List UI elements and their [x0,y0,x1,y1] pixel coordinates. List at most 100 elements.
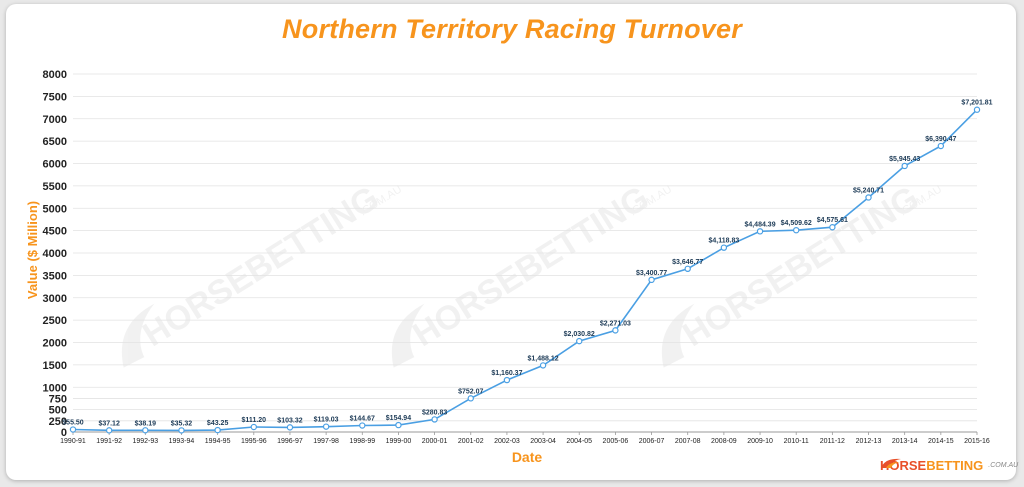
y-tick-label: 500 [49,405,67,417]
x-tick-label: 1999-00 [386,438,412,445]
data-point [105,427,113,434]
data-label: $2,271.03 [600,320,631,327]
x-tick-label: 1995-96 [241,438,267,445]
y-tick-label: 6500 [43,136,67,148]
watermark-horse-icon [391,303,425,368]
data-label: $6,390.47 [925,136,956,143]
x-axis-label: Date [512,449,543,465]
x-tick-label: 1991-92 [96,438,122,445]
y-tick-label: 3000 [43,293,67,305]
data-label: $4,509.62 [781,220,812,227]
y-tick-label: 7000 [43,114,67,126]
y-tick-label: 5000 [43,203,67,215]
watermark-text: HORSEBETTING [406,179,655,354]
grid-lines [73,73,977,433]
data-label: $3,646.77 [672,259,703,266]
data-point [359,422,366,429]
y-tick-label: 8000 [43,69,67,81]
data-label: $1,488.12 [528,355,559,362]
data-label: $5,240.71 [853,187,884,194]
watermark-horse-icon [121,303,155,368]
chart-title: Northern Territory Racing Turnover [282,14,742,44]
data-point [793,226,800,234]
y-tick-label: 6000 [43,159,67,171]
data-point [901,162,908,170]
series-line [72,109,978,432]
data-label: $103.32 [277,417,302,424]
horse-logo-icon [881,458,901,468]
y-tick-label: 750 [49,393,67,405]
data-label: $38.19 [135,420,157,427]
data-label: $4,575.61 [817,217,848,224]
data-point [539,362,547,369]
data-point [684,265,691,273]
y-tick-label: 4000 [43,248,67,260]
watermark-horse-icon [661,303,695,368]
data-label: $144.67 [350,416,375,423]
x-tick-label: 1994-95 [205,438,231,445]
x-tick-label: 1997-98 [313,438,339,445]
y-tick-label: 2500 [43,315,67,327]
data-label: $55.50 [62,420,84,427]
x-tick-label: 2011-12 [820,438,845,445]
data-point [286,424,294,431]
data-point [322,423,330,430]
data-label: $752.07 [458,388,483,395]
y-tick-label: 5500 [43,181,67,193]
x-tick-label: 1990-91 [60,438,86,445]
data-label: $37.12 [98,420,120,427]
data-point [250,423,257,431]
x-tick-label: 2005-06 [603,438,629,445]
data-label: $7,201.81 [961,100,992,107]
y-tick-label: 3500 [43,270,67,282]
x-tick-label: 1996-97 [277,438,303,445]
data-point [937,142,945,150]
y-tick-label: 1000 [43,382,67,394]
data-label: $154.94 [386,415,411,422]
data-labels: $55.50 $37.12 $38.19 $35.32 $43.25 $111.20 $10… [62,100,992,428]
watermark-text: HORSEBETTING [676,179,925,354]
data-label: $4,118.83 [708,238,739,245]
y-tick-label: 1500 [43,360,67,372]
data-label: $5,945.43 [889,156,920,163]
y-tick-label: 0 [61,427,67,439]
data-label: $35.32 [171,420,193,427]
data-point [142,427,149,434]
y-tick-label: 7500 [43,91,67,103]
y-tick-label: 250 [49,416,67,428]
data-point [829,224,836,231]
x-tick-label: 2013-14 [892,438,918,445]
data-point [720,244,728,251]
data-point [431,416,438,423]
data-label: $111.20 [242,417,267,424]
x-tick-label: 2001-02 [458,438,484,445]
y-tick-label: 4500 [43,226,67,238]
x-tick-label: 2000-01 [422,438,448,445]
data-label: $280.83 [422,409,447,416]
x-tick-label: 2002-03 [494,438,520,445]
x-tick-label: 2004-05 [566,438,592,445]
x-tick-label: 2006-07 [639,438,665,445]
watermark-text: HORSEBETTING [136,179,385,354]
x-tick-label: 2010-11 [784,438,809,445]
data-point [648,276,655,284]
data-point [612,327,619,334]
data-point [503,376,511,384]
data-point [576,337,583,345]
data-point [395,421,402,429]
data-point [973,106,981,113]
data-points [69,106,981,434]
x-tick-labels: 1990-91 1991-92 1992-93 1993-94 1994-95 1995-… [60,432,990,445]
x-tick-label: 2007-08 [675,438,701,445]
brand-domain: .COM.AU [988,461,1019,469]
data-point [214,426,221,434]
data-label: $2,030.82 [564,331,595,338]
x-tick-label: 1992-93 [132,438,158,445]
brand-betting: BETTING [926,457,984,473]
watermark-layer: HORSEBETTING.COM.AU HORSEBETTING.COM.AU HO… [121,179,944,368]
data-label: $119.03 [314,417,339,424]
brand-logo: HORSE BETTING .COM.AU [880,457,1018,473]
x-tick-label: 2015-16 [964,438,990,445]
